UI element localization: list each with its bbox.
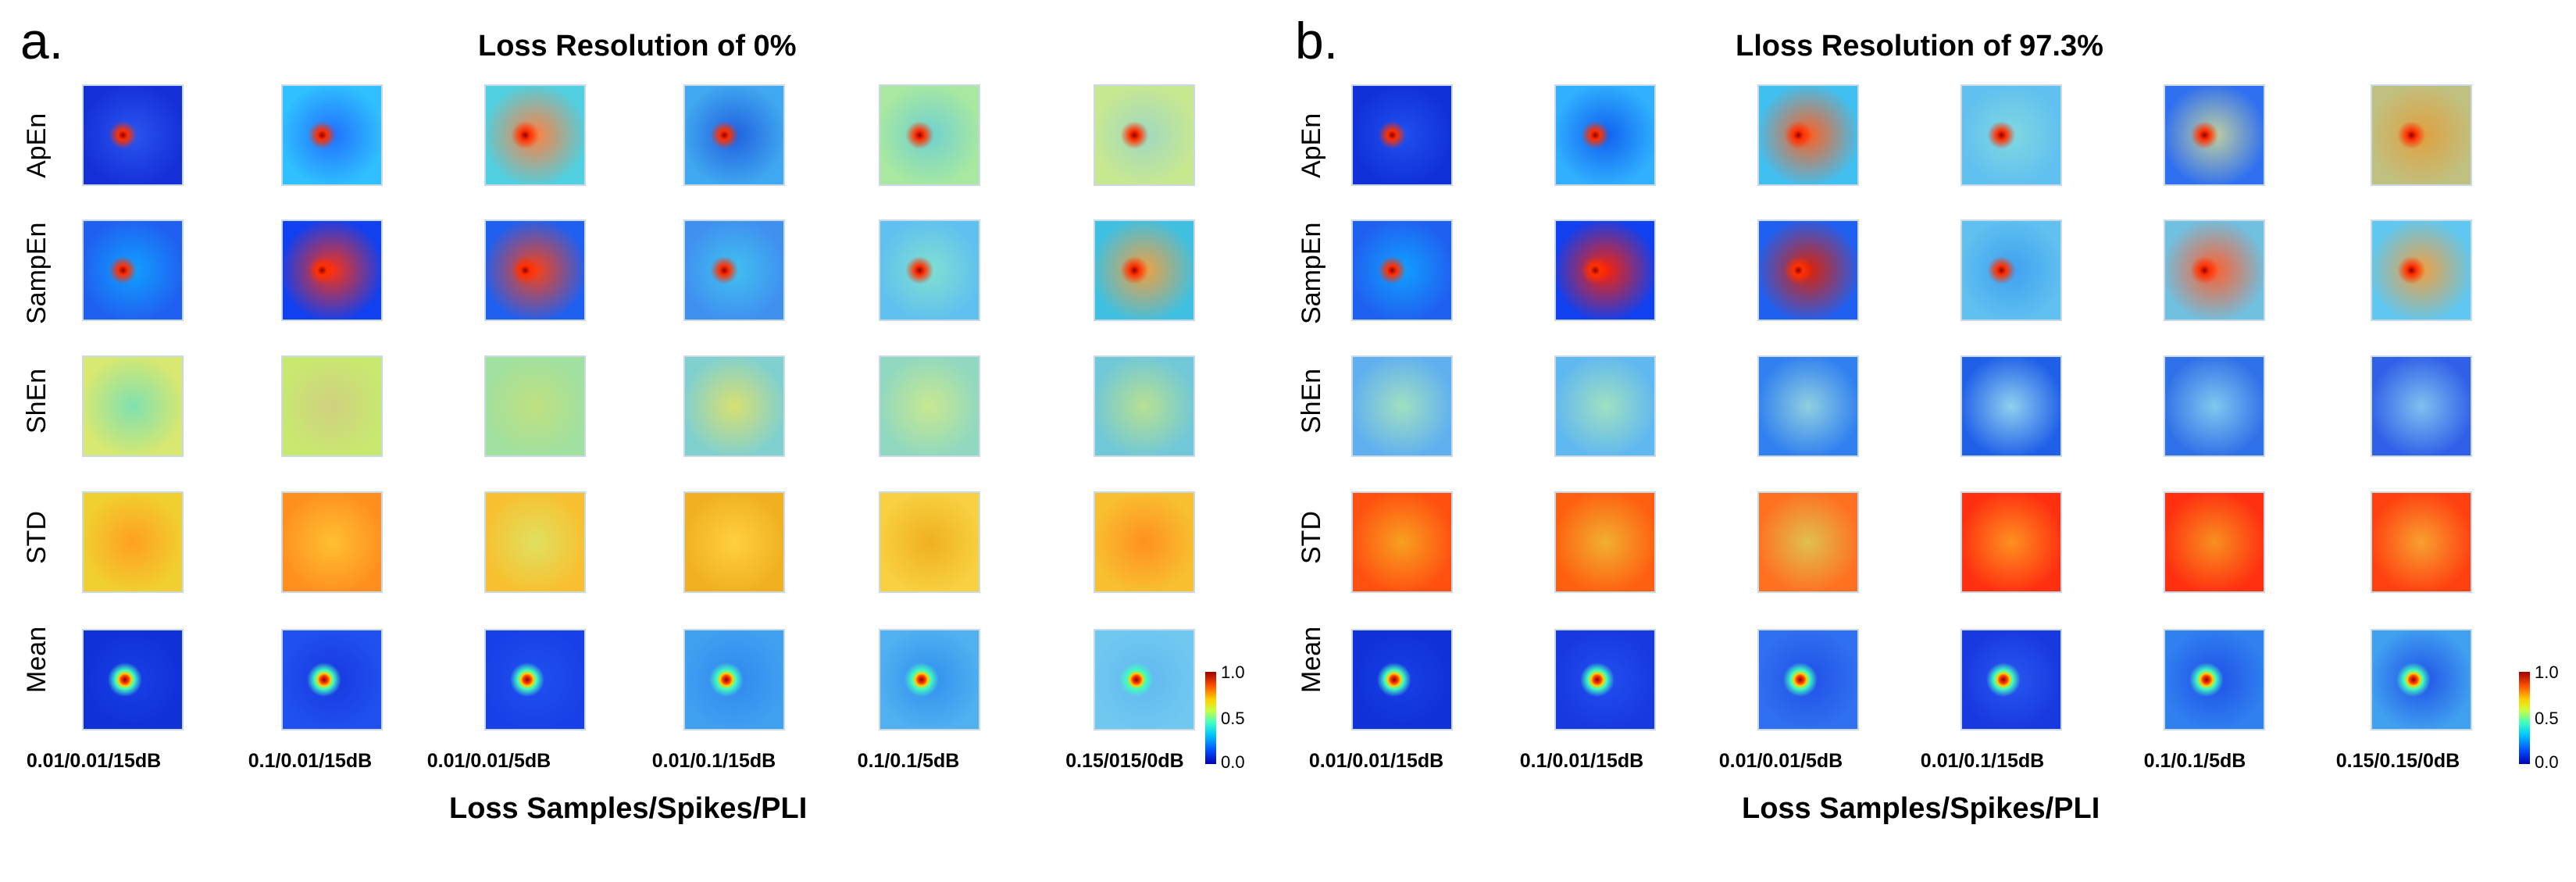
colorbar bbox=[1205, 672, 1216, 764]
col-label: 0.1/0.01/15dB bbox=[1519, 750, 1644, 772]
heatmap-thumbnail bbox=[484, 355, 586, 457]
colorbar-tick: 1.0 bbox=[1221, 662, 1245, 682]
row-label-mean: Mean bbox=[1297, 626, 1326, 693]
heatmap-thumbnail bbox=[1351, 629, 1453, 730]
x-axis-label: Loss Samples/Spikes/PLI bbox=[449, 792, 808, 825]
heatmap-thumbnail bbox=[82, 84, 184, 186]
heatmap-thumbnail bbox=[1757, 629, 1859, 730]
colorbar-tick: 0.5 bbox=[2535, 709, 2559, 728]
heatmap-thumbnail bbox=[1961, 629, 2062, 730]
col-label: 0.01/0.01/15dB bbox=[1308, 750, 1444, 772]
heatmap-thumbnail bbox=[1094, 84, 1195, 186]
row-label-shen: ShEn bbox=[1297, 368, 1326, 434]
col-label: 0.15/015/0dB bbox=[1065, 750, 1184, 772]
heatmap-thumbnail bbox=[281, 491, 383, 593]
col-label: 0.01/0.01/15dB bbox=[26, 750, 162, 772]
heatmap-thumbnail bbox=[281, 220, 383, 321]
row-label-shen: ShEn bbox=[22, 368, 52, 434]
heatmap-thumbnail bbox=[2164, 491, 2265, 593]
heatmap-thumbnail bbox=[683, 220, 785, 321]
colorbar bbox=[2519, 672, 2530, 764]
heatmap-thumbnail bbox=[1351, 220, 1453, 321]
colorbar-tick: 0.0 bbox=[2535, 752, 2559, 772]
row-label-apen: ApEn bbox=[22, 112, 52, 178]
panel-b: b. Lloss Resolution of 97.3% ApEn SampEn… bbox=[1281, 0, 2576, 882]
heatmap-thumbnail bbox=[1351, 84, 1453, 186]
heatmap-thumbnail bbox=[2164, 355, 2265, 457]
heatmap-thumbnail bbox=[82, 491, 184, 593]
heatmap-thumbnail bbox=[879, 629, 980, 730]
heatmap-thumbnail bbox=[683, 84, 785, 186]
heatmap-thumbnail bbox=[1961, 84, 2062, 186]
heatmap-thumbnail bbox=[484, 629, 586, 730]
panel-title: Lloss Resolution of 97.3% bbox=[1736, 30, 2103, 62]
heatmap-thumbnail bbox=[2164, 84, 2265, 186]
row-label-sampen: SampEn bbox=[1297, 222, 1326, 324]
colorbar-tick: 0.5 bbox=[1221, 709, 1245, 728]
x-axis-label: Loss Samples/Spikes/PLI bbox=[1742, 792, 2100, 825]
row-label-std: STD bbox=[1297, 511, 1326, 564]
heatmap-thumbnail bbox=[1554, 220, 1656, 321]
heatmap-thumbnail bbox=[82, 220, 184, 321]
row-label-apen: ApEn bbox=[1297, 112, 1326, 178]
heatmap-thumbnail bbox=[1757, 355, 1859, 457]
heatmap-thumbnail bbox=[2371, 84, 2472, 186]
heatmap-thumbnail bbox=[1961, 355, 2062, 457]
heatmap-thumbnail bbox=[1554, 629, 1656, 730]
col-label: 0.01/0.01/5dB bbox=[426, 750, 551, 772]
heatmap-thumbnail bbox=[1757, 84, 1859, 186]
col-label: 0.01/0.1/15dB bbox=[1920, 750, 2045, 772]
heatmap-thumbnail bbox=[879, 491, 980, 593]
col-label: 0.01/0.01/5dB bbox=[1718, 750, 1843, 772]
heatmap-thumbnail bbox=[1351, 491, 1453, 593]
heatmap-thumbnail bbox=[1554, 84, 1656, 186]
heatmap-thumbnail bbox=[2164, 220, 2265, 321]
row-label-sampen: SampEn bbox=[22, 222, 52, 324]
heatmap-thumbnail bbox=[484, 491, 586, 593]
heatmap-thumbnail bbox=[1094, 220, 1195, 321]
heatmap-thumbnail bbox=[879, 220, 980, 321]
col-label: 0.01/0.1/15dB bbox=[651, 750, 776, 772]
heatmap-thumbnail bbox=[1554, 355, 1656, 457]
heatmap-thumbnail bbox=[1757, 220, 1859, 321]
panel-a: a. Loss Resolution of 0% ApEn SampEn ShE… bbox=[0, 0, 1281, 882]
heatmap-thumbnail bbox=[281, 355, 383, 457]
heatmap-thumbnail bbox=[2371, 355, 2472, 457]
colorbar-tick: 1.0 bbox=[2535, 662, 2559, 682]
panel-letter: a. bbox=[20, 12, 64, 70]
heatmap-thumbnail bbox=[879, 84, 980, 186]
heatmap-thumbnail bbox=[1094, 355, 1195, 457]
heatmap-thumbnail bbox=[1554, 491, 1656, 593]
heatmap-thumbnail bbox=[1961, 220, 2062, 321]
heatmap-thumbnail bbox=[2164, 629, 2265, 730]
heatmap-thumbnail bbox=[879, 355, 980, 457]
heatmap-thumbnail bbox=[484, 84, 586, 186]
heatmap-thumbnail bbox=[1094, 491, 1195, 593]
heatmap-thumbnail bbox=[82, 629, 184, 730]
col-label: 0.1/0.1/5dB bbox=[2143, 750, 2246, 772]
heatmap-thumbnail bbox=[484, 220, 586, 321]
heatmap-thumbnail bbox=[1961, 491, 2062, 593]
heatmap-thumbnail bbox=[683, 629, 785, 730]
colorbar-tick: 0.0 bbox=[1221, 752, 1245, 772]
col-label: 0.1/0.1/5dB bbox=[857, 750, 960, 772]
heatmap-thumbnail bbox=[281, 629, 383, 730]
heatmap-thumbnail bbox=[683, 355, 785, 457]
heatmap-thumbnail bbox=[1094, 629, 1195, 730]
heatmap-thumbnail bbox=[1757, 491, 1859, 593]
col-label: 0.15/0.15/0dB bbox=[2335, 750, 2460, 772]
row-label-mean: Mean bbox=[22, 626, 52, 693]
heatmap-thumbnail bbox=[2371, 220, 2472, 321]
heatmap-thumbnail bbox=[1351, 355, 1453, 457]
heatmap-thumbnail bbox=[82, 355, 184, 457]
panel-letter: b. bbox=[1295, 12, 1339, 70]
heatmap-thumbnail bbox=[683, 491, 785, 593]
col-label: 0.1/0.01/15dB bbox=[248, 750, 373, 772]
heatmap-thumbnail bbox=[2371, 629, 2472, 730]
panel-title: Loss Resolution of 0% bbox=[478, 30, 797, 62]
row-label-std: STD bbox=[22, 511, 52, 564]
heatmap-thumbnail bbox=[281, 84, 383, 186]
heatmap-thumbnail bbox=[2371, 491, 2472, 593]
